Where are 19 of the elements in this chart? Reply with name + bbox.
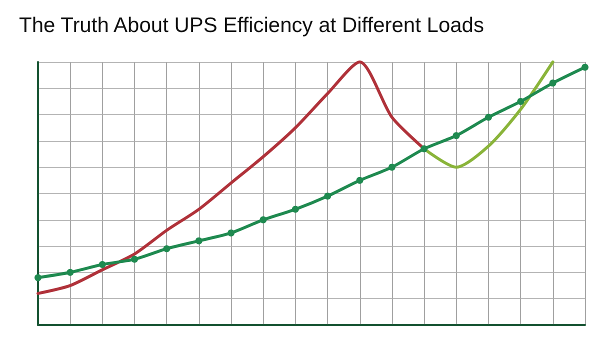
- point: [260, 216, 267, 224]
- point: [66, 268, 74, 276]
- point: [388, 164, 396, 171]
- point: [484, 114, 492, 121]
- point: [34, 274, 42, 282]
- point: [549, 80, 556, 87]
- point: [292, 206, 299, 213]
- point: [452, 132, 460, 140]
- chart-title: The Truth About UPS Efficiency at Different Loads: [19, 14, 484, 37]
- point: [163, 245, 170, 252]
- point: [324, 192, 332, 200]
- point: [228, 229, 235, 236]
- point: [131, 256, 138, 263]
- point: [195, 237, 202, 244]
- point: [517, 98, 524, 105]
- point: [420, 145, 428, 152]
- point: [356, 176, 364, 184]
- point: [582, 64, 588, 71]
- point: [98, 261, 106, 268]
